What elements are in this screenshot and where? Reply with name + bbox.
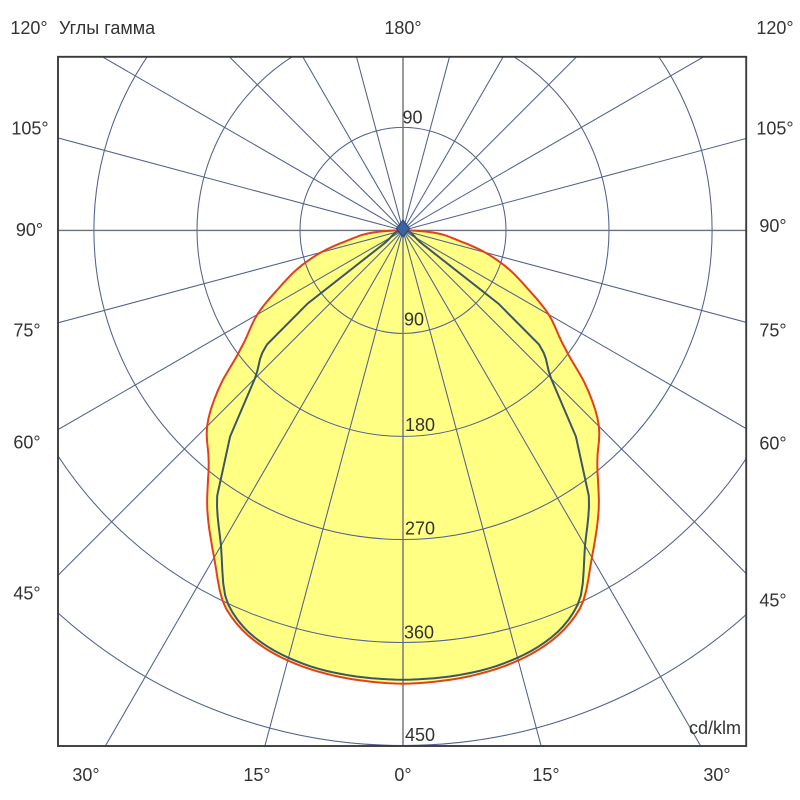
- svg-text:105°: 105°: [11, 119, 48, 139]
- svg-text:120°: 120°: [10, 18, 47, 38]
- svg-text:180°: 180°: [384, 18, 421, 38]
- svg-text:90: 90: [404, 310, 424, 330]
- svg-text:105°: 105°: [756, 119, 793, 139]
- svg-text:75°: 75°: [759, 321, 786, 341]
- svg-text:45°: 45°: [759, 591, 786, 611]
- svg-text:15°: 15°: [243, 765, 270, 785]
- svg-text:180: 180: [405, 415, 435, 435]
- svg-text:cd/klm: cd/klm: [689, 718, 741, 738]
- svg-text:30°: 30°: [72, 765, 99, 785]
- svg-text:30°: 30°: [703, 765, 730, 785]
- svg-text:60°: 60°: [13, 433, 40, 453]
- svg-text:90: 90: [403, 108, 423, 128]
- svg-text:450: 450: [405, 725, 435, 745]
- svg-text:45°: 45°: [13, 584, 40, 604]
- svg-text:90°: 90°: [16, 220, 43, 240]
- svg-text:90°: 90°: [759, 216, 786, 236]
- svg-text:Углы гамма: Углы гамма: [59, 18, 156, 38]
- svg-text:60°: 60°: [759, 434, 786, 454]
- svg-text:270: 270: [405, 519, 435, 539]
- svg-text:0°: 0°: [394, 765, 411, 785]
- svg-text:15°: 15°: [532, 765, 559, 785]
- svg-text:120°: 120°: [756, 18, 793, 38]
- svg-text:360: 360: [404, 623, 434, 643]
- svg-text:75°: 75°: [13, 321, 40, 341]
